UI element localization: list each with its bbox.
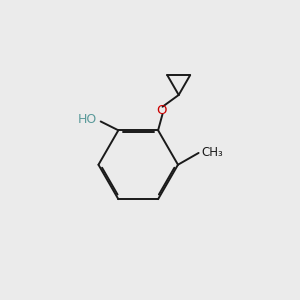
Text: O: O [156,104,166,117]
Text: HO: HO [78,113,97,127]
Text: CH₃: CH₃ [201,146,223,159]
